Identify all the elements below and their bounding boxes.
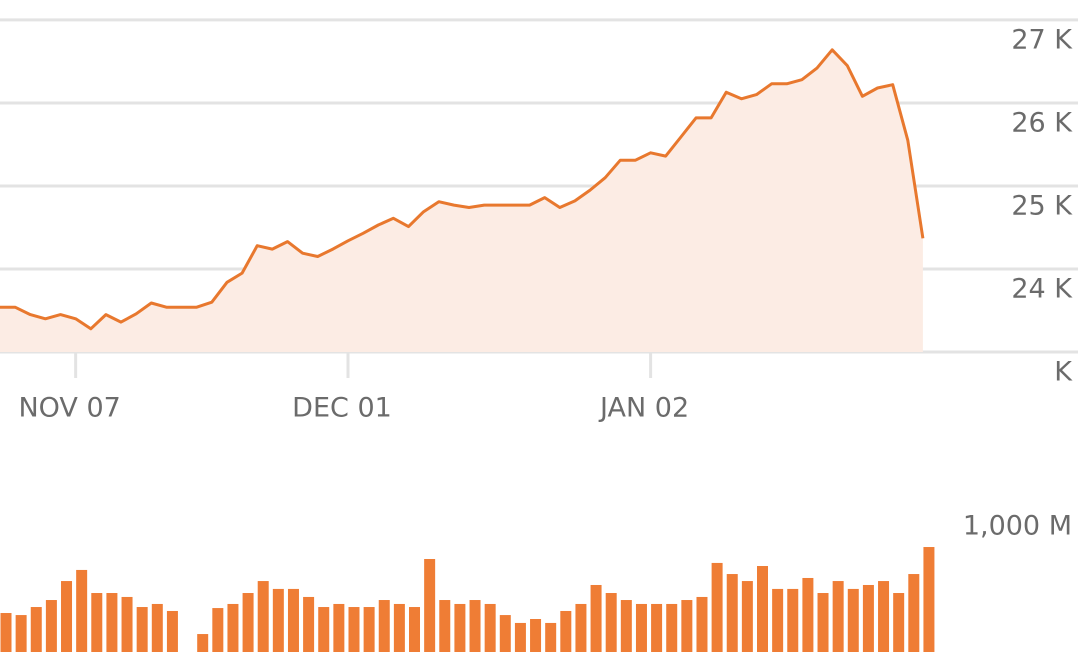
volume-bar (303, 596, 315, 652)
volume-bar (257, 581, 269, 652)
volume-bar (605, 593, 617, 652)
volume-bar (499, 615, 511, 652)
volume-bar (817, 593, 829, 652)
volume-bar (862, 584, 874, 652)
volume-bar (136, 607, 148, 652)
y-tick-label: K (1054, 357, 1073, 388)
volume-bar (787, 588, 799, 652)
volume-bar (469, 600, 481, 652)
volume-bar (76, 569, 88, 652)
volume-bar (514, 622, 526, 652)
volume-bar (318, 607, 330, 652)
volume-bar (121, 596, 133, 652)
volume-bar (45, 600, 57, 652)
volume-bar (439, 600, 451, 652)
volume-bar (61, 581, 73, 652)
volume-bar (151, 603, 163, 652)
y-tick-label: 25 K (1011, 190, 1073, 221)
volume-bar (908, 574, 920, 652)
volume-bar (893, 593, 905, 652)
volume-bar (620, 600, 632, 652)
volume-bar (666, 603, 678, 652)
volume-bar (741, 581, 753, 652)
volume-bar (878, 581, 890, 652)
volume-bar (409, 607, 421, 652)
x-tick-label: JAN 02 (598, 393, 689, 424)
volume-bar (363, 607, 375, 652)
y-tick-label: 27 K (1011, 24, 1073, 55)
volume-bar (772, 588, 784, 652)
volume-bar (545, 622, 557, 652)
volume-bar (287, 588, 299, 652)
volume-bar (333, 603, 345, 652)
volume-bar (575, 603, 587, 652)
volume-bar (106, 593, 118, 652)
volume-bar (696, 596, 708, 652)
volume-bar (923, 547, 935, 652)
volume-bar (530, 619, 542, 652)
y-tick-label: 1,000 M (963, 511, 1072, 542)
volume-bar (711, 562, 723, 652)
volume-bar (424, 558, 436, 652)
volume-bar (454, 603, 466, 652)
volume-bar (635, 603, 647, 652)
volume-bar (197, 634, 209, 652)
volume-bar (348, 607, 360, 652)
volume-bar (15, 615, 27, 652)
volume-bar (560, 610, 572, 652)
volume-bar (393, 603, 405, 652)
volume-bar (681, 600, 693, 652)
volume-bar (726, 574, 738, 652)
price-line (0, 48, 925, 331)
volume-bar (651, 603, 663, 652)
volume-bar (212, 608, 224, 652)
y-tick-label: 24 K (1011, 273, 1073, 304)
volume-bar (590, 584, 602, 652)
volume-bar (30, 607, 42, 652)
volume-bar (484, 603, 496, 652)
volume-bar (757, 566, 768, 652)
volume-bar (847, 588, 859, 652)
volume-bar (91, 593, 103, 652)
x-tick-label: DEC 01 (292, 393, 392, 424)
x-tick-label: NOV 07 (18, 393, 120, 424)
volume-bar (802, 577, 814, 652)
volume-bar (0, 613, 12, 652)
y-tick-label: 26 K (1011, 107, 1073, 138)
volume-bar (832, 581, 844, 652)
volume-bar (166, 610, 178, 652)
area-fill (0, 49, 923, 353)
volume-bar (227, 603, 239, 652)
volume-bar (242, 593, 254, 652)
volume-bar (378, 600, 390, 652)
volume-bar (272, 588, 284, 652)
